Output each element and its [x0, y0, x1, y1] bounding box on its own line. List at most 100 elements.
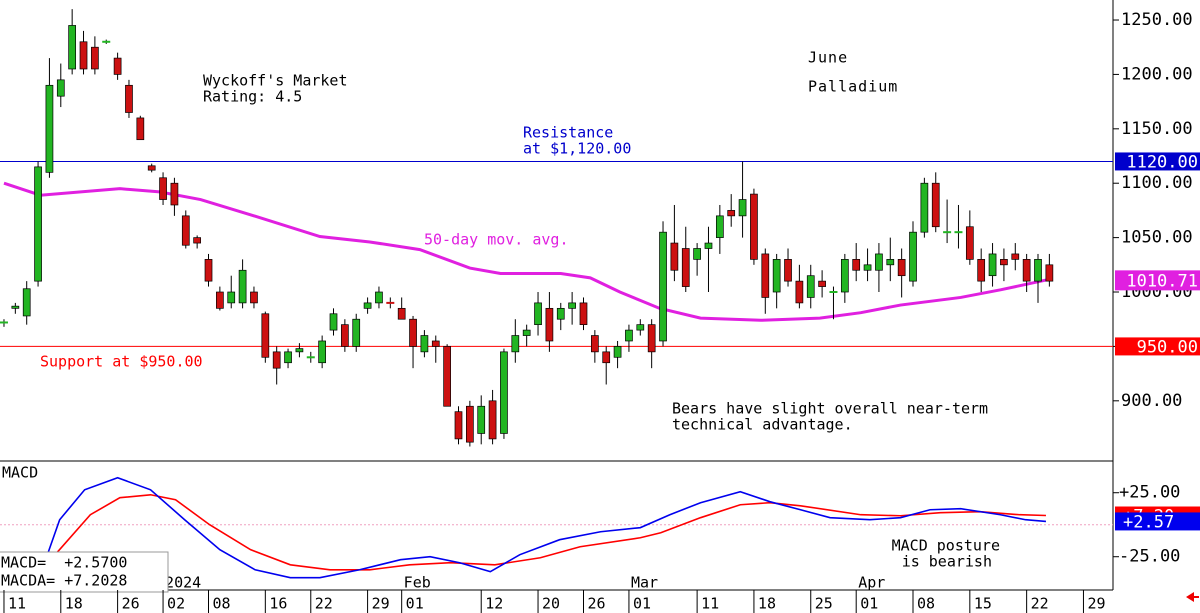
candle-body: [761, 253, 770, 298]
candle-body: [965, 226, 974, 260]
candle-body: [363, 302, 372, 309]
candle-body: [329, 313, 338, 331]
candle-body: [227, 291, 236, 304]
candle-body: [670, 242, 679, 271]
candle-body: [443, 346, 451, 407]
candle-body: [341, 324, 349, 347]
candle-body: [590, 335, 599, 353]
readout-box: [0, 551, 169, 593]
candle-body: [136, 117, 145, 141]
annotation: Bears have slight overall near-term: [672, 400, 988, 418]
annotation: Resistance: [523, 124, 613, 142]
candle-body: [681, 248, 690, 287]
candle-body: [556, 307, 565, 320]
candle-body: [375, 291, 383, 304]
readout: MACD= +2.5700: [1, 554, 127, 572]
candle-body: [284, 351, 292, 364]
y-tick-label: 1050.00: [1121, 228, 1193, 248]
x-tick-label: 22: [1031, 595, 1049, 613]
candle-body: [56, 79, 65, 97]
month-label: Mar: [631, 574, 658, 592]
y-tick-label: 1100.00: [1121, 173, 1193, 193]
candle-body: [466, 405, 474, 443]
candle-body: [579, 302, 588, 326]
value-box-label: 1120.00: [1126, 152, 1198, 172]
y-tick-label: +25.00: [1119, 483, 1180, 503]
candle-body: [602, 351, 611, 364]
candle-body: [909, 231, 917, 282]
moving-average: [3, 181, 1047, 322]
candle-body: [625, 329, 633, 342]
last-value-label: 1010.71: [1126, 271, 1198, 291]
candle-body: [318, 340, 326, 364]
candle-body: [397, 307, 406, 320]
month-label: 2024: [165, 574, 201, 592]
annotation: Rating: 4.5: [203, 88, 302, 106]
candle-body: [477, 405, 486, 434]
x-tick-label: 01: [633, 595, 651, 613]
y-tick-label: -25.00: [1119, 547, 1180, 567]
candle-body: [295, 348, 304, 353]
candle-body: [784, 259, 792, 282]
y-tick-label: 900.00: [1121, 391, 1182, 411]
x-tick-label: 11: [701, 595, 719, 613]
arrow-icon: [1186, 592, 1199, 602]
annotation: at $1,120.00: [523, 140, 631, 158]
candle-body: [795, 280, 804, 304]
x-tick-label: 26: [587, 595, 605, 613]
candle-body: [147, 165, 156, 171]
candle-body: [897, 259, 906, 277]
candle-body: [659, 231, 667, 342]
candle-body: [704, 242, 713, 249]
candle-body: [488, 400, 497, 440]
candle-body: [886, 259, 895, 266]
annotation: 50-day mov. avg.: [424, 231, 569, 249]
x-tick-label: 25: [815, 595, 833, 613]
candle-body: [806, 275, 815, 298]
x-tick-label: 29: [1087, 595, 1105, 613]
candle-body: [204, 259, 213, 282]
candle-body: [170, 182, 179, 206]
value-box-label: 950.00: [1137, 337, 1198, 357]
x-tick-label: 29: [372, 595, 390, 613]
candle-body: [1011, 253, 1020, 260]
candle-body: [272, 351, 281, 369]
candle-body: [647, 324, 656, 353]
candle-body: [11, 305, 20, 309]
candle-body: [45, 84, 54, 173]
candle-body: [772, 259, 781, 293]
candle-body: [1022, 259, 1031, 282]
candle-body: [931, 182, 940, 228]
end-value-label: +2.57: [1123, 512, 1174, 532]
y-tick-label: 1200.00: [1121, 64, 1193, 84]
candle-body: [1000, 259, 1008, 266]
candle-body: [1034, 259, 1042, 282]
candle-body: [216, 291, 224, 309]
annotation: technical advantage.: [672, 416, 853, 434]
candle-body: [875, 253, 883, 271]
candle-body: [409, 318, 417, 347]
annotation: Wyckoff's Market: [203, 72, 348, 90]
candle-body: [693, 248, 701, 260]
panel-title: MACD: [2, 464, 38, 482]
annotation: MACD posture: [892, 537, 1000, 555]
candle-body: [159, 177, 167, 200]
candle-body: [91, 46, 99, 70]
candle-body: [738, 199, 747, 217]
y-tick-label: 1150.00: [1121, 119, 1193, 139]
candle-body: [534, 302, 542, 326]
chart-title: June: [808, 49, 848, 67]
last-value-box: [1115, 270, 1200, 291]
candle-body: [988, 253, 997, 277]
candle-body: [636, 324, 645, 331]
candle-body: [79, 41, 88, 70]
candle-body: [500, 351, 508, 434]
candle-body: [68, 25, 77, 70]
candle-body: [977, 259, 986, 282]
value-box: [1115, 152, 1200, 171]
month-label: Feb: [404, 574, 431, 592]
x-tick-label: 22: [315, 595, 333, 613]
candle-body: [454, 411, 463, 440]
